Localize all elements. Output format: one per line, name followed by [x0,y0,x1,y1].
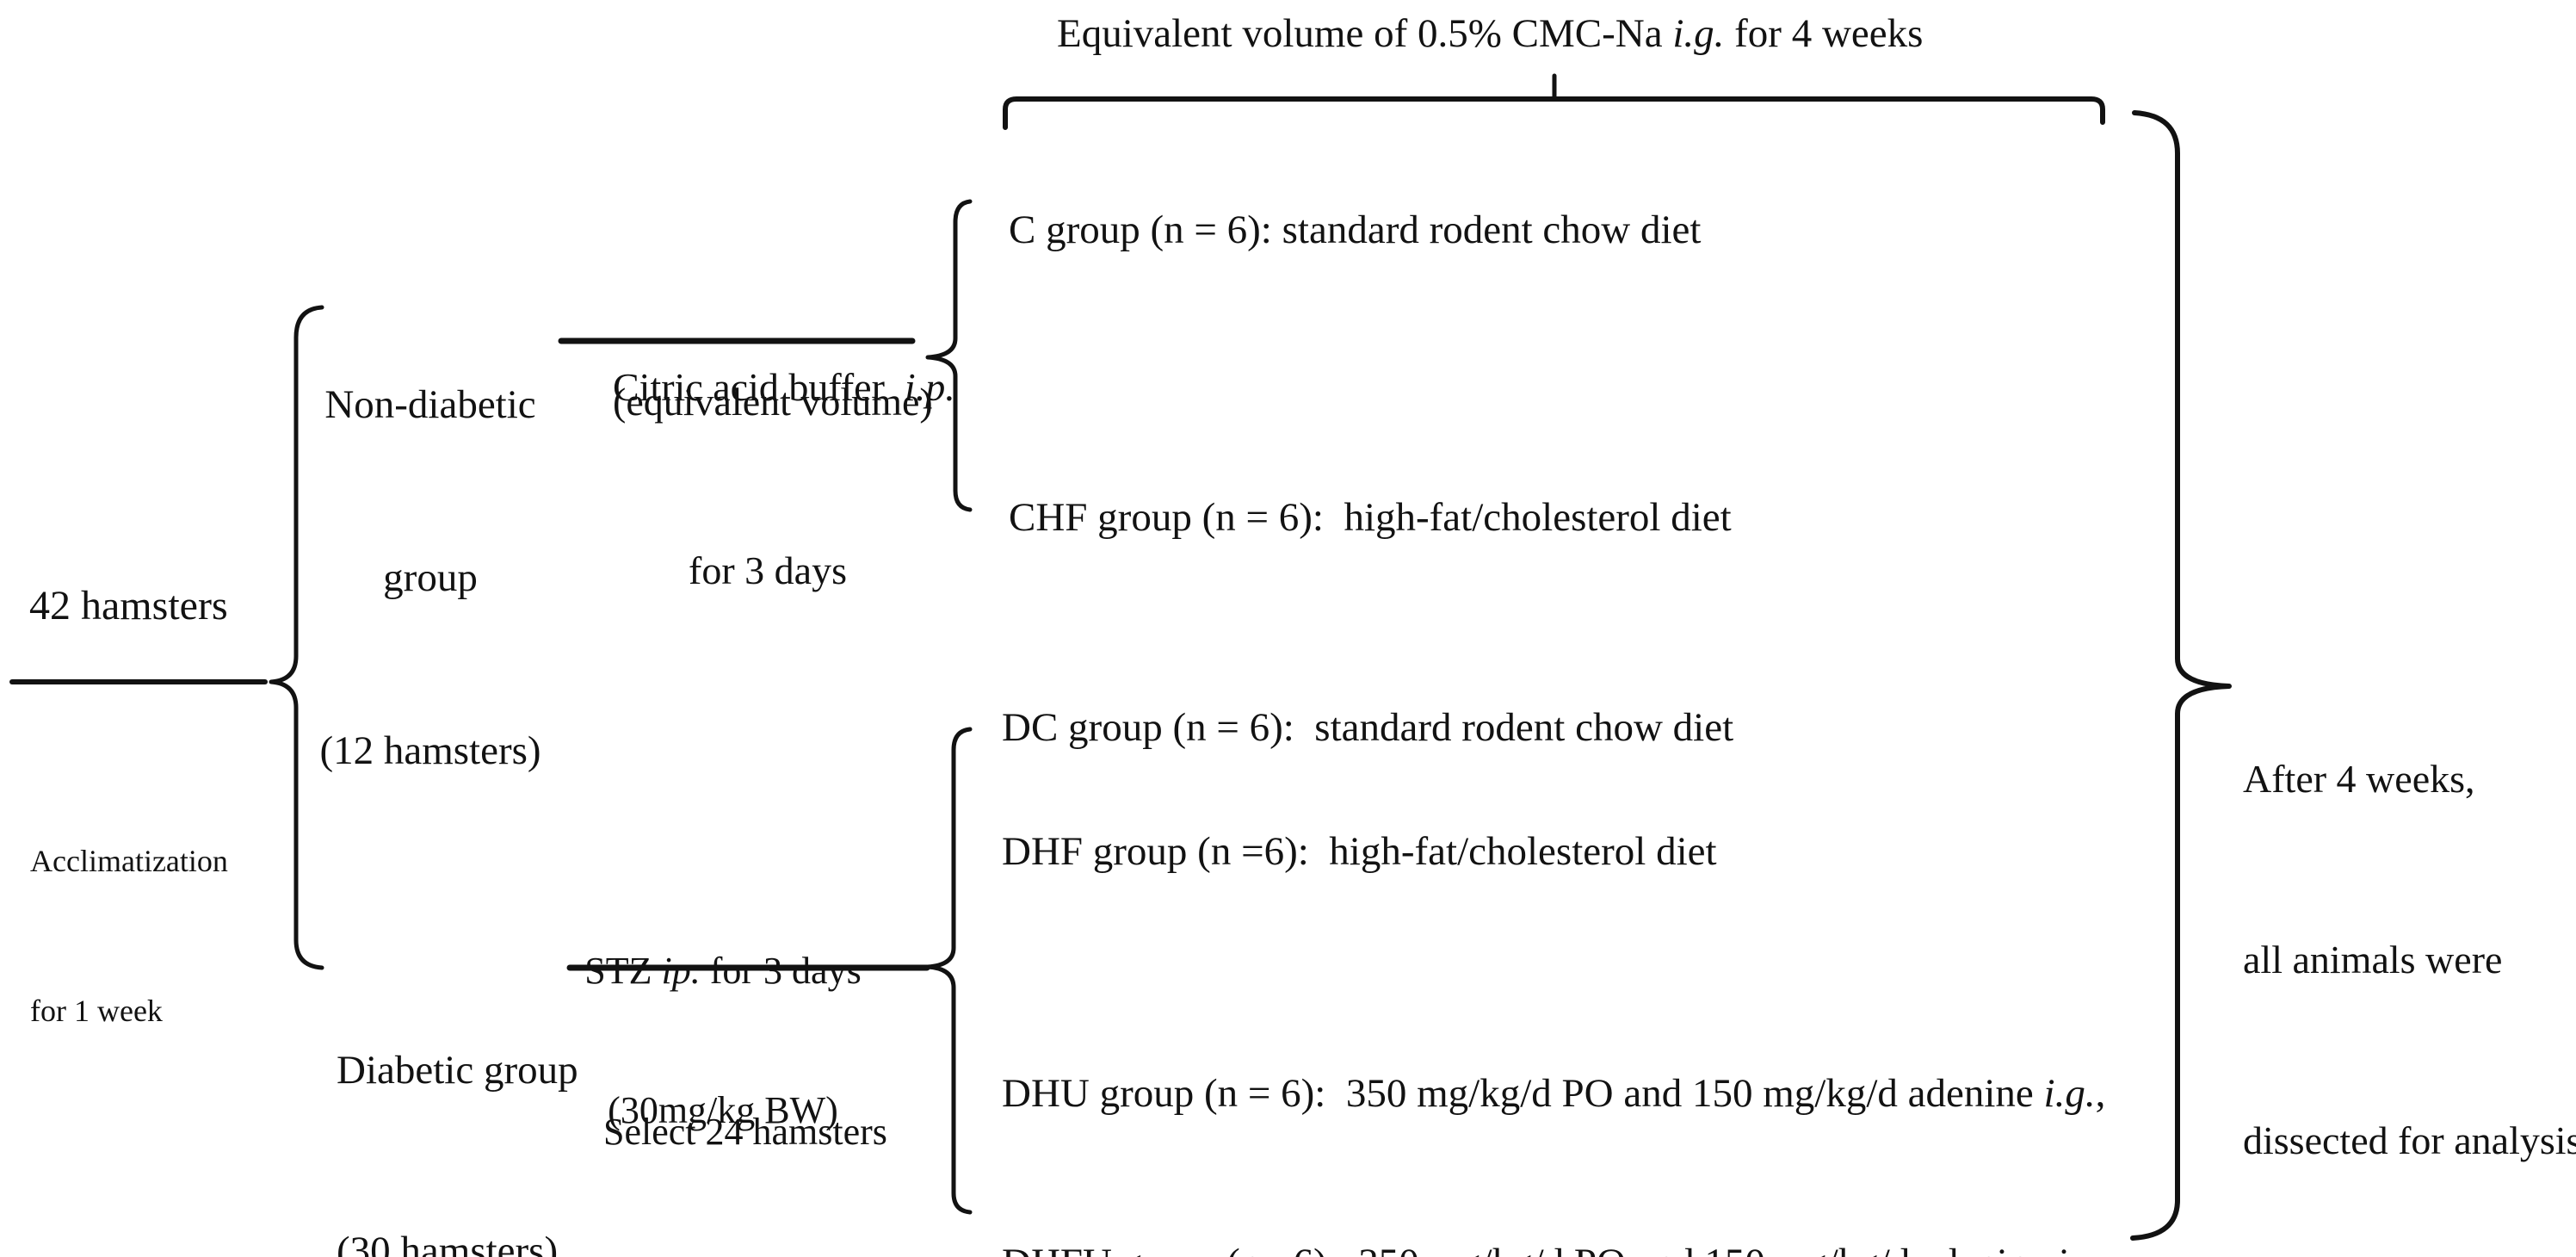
acclimatization-note-line2: for 1 week [30,994,163,1028]
group-nondiabetic-label: Non-diabetic group (12 hamsters) [317,261,544,895]
hamster-count: 42 hamsters [29,583,228,628]
citric-treatment-line2: for 3 days [689,548,847,592]
equivalent-volume-note: (equivalent volume) [613,380,933,424]
group-dhfu-line1: DHFU group (n =6): 350 mg/kg/d PO and 15… [1002,1235,2118,1257]
outcome-note-line2: all animals were [2243,938,2503,981]
outcome-note: After 4 weeks, all animals were dissecte… [2243,628,2576,1257]
diabetic-brace [925,727,973,1215]
group-dhf-line: DHF group (n =6): high-fat/cholesterol d… [1002,829,1717,874]
group-dhfu-lines: DHFU group (n =6): 350 mg/kg/d PO and 15… [1002,1121,2118,1257]
citric-treatment-line1: Citric acid buffer i.p. [613,365,955,409]
stz-treatment-line1: STZ ip. for 3 days [584,950,862,992]
nondiabetic-brace [925,199,973,512]
acclimatization-note: Acclimatization for 1 week [30,736,228,1136]
group-diabetic-label: Diabetic group (30 hamsters) [337,920,578,1257]
selection-criteria-line2: Glu ≥12 mmol/L [603,1248,887,1257]
group-nondiabetic-size: (12 hamsters) [319,728,541,773]
outcome-note-line1: After 4 weeks, [2243,757,2475,801]
cmc-treatment-label: Equivalent volume of 0.5% CMC-Na i.g. fo… [1057,11,1924,56]
stz-treatment-label: STZ ip. for 3 days (30mg/kg BW) [564,855,882,1227]
group-dhu-line2: with standard rodent chow diet and 5% fr… [1002,1247,2105,1257]
citric-treatment-label: Citric acid buffer i.p. for 3 days [613,234,955,723]
outcome-brace [2130,110,2232,1241]
group-diabetic-label-line1: Diabetic group [337,1048,578,1093]
stz-treatment-line2: (30mg/kg BW) [608,1089,838,1131]
group-dhu-line1: DHU group (n = 6): 350 mg/kg/d PO and 15… [1002,1071,2106,1116]
group-diabetic-size: (30 hamsters) [337,1229,559,1257]
group-nondiabetic-label-line1: Non-diabetic [324,382,536,427]
selection-criteria-line1: Select 24 hamsters [603,1111,887,1153]
main-split-brace [269,305,324,970]
group-nondiabetic-label-line2: group [383,555,478,600]
acclimatization-note-line1: Acclimatization [30,844,228,878]
top-bracket [1003,96,2105,130]
outcome-note-line3: dissected for analysis [2243,1118,2576,1162]
selection-criteria: Select 24 hamsters Glu ≥12 mmol/L [603,1016,887,1257]
group-c-line: C group (n = 6): standard rodent chow di… [1009,207,1702,252]
group-dc-line: DC group (n = 6): standard rodent chow d… [1002,705,1734,750]
group-dhu-lines: DHU group (n = 6): 350 mg/kg/d PO and 15… [1002,941,2105,1257]
group-chf-line: CHF group (n = 6): high-fat/cholesterol … [1009,495,1732,540]
